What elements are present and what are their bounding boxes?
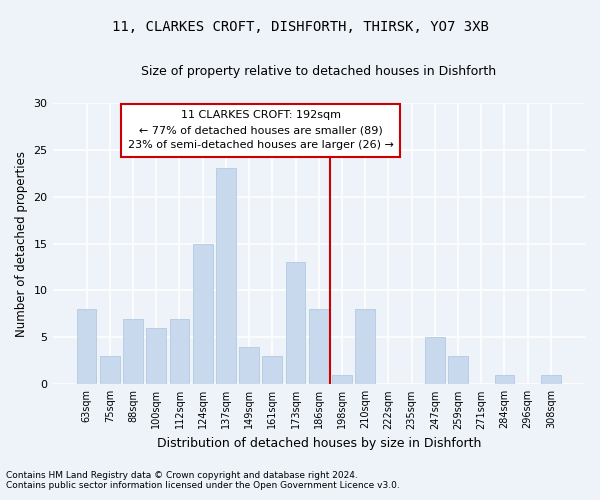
Bar: [216, 168, 236, 384]
Y-axis label: Number of detached properties: Number of detached properties: [15, 150, 28, 336]
Bar: [332, 375, 352, 384]
Bar: [193, 244, 212, 384]
Bar: [123, 318, 143, 384]
Bar: [239, 347, 259, 385]
X-axis label: Distribution of detached houses by size in Dishforth: Distribution of detached houses by size …: [157, 437, 481, 450]
Text: 11, CLARKES CROFT, DISHFORTH, THIRSK, YO7 3XB: 11, CLARKES CROFT, DISHFORTH, THIRSK, YO…: [112, 20, 488, 34]
Bar: [146, 328, 166, 384]
Bar: [286, 262, 305, 384]
Bar: [355, 309, 375, 384]
Bar: [309, 309, 329, 384]
Bar: [77, 309, 97, 384]
Title: Size of property relative to detached houses in Dishforth: Size of property relative to detached ho…: [141, 65, 496, 78]
Bar: [170, 318, 190, 384]
Bar: [448, 356, 468, 384]
Text: 11 CLARKES CROFT: 192sqm
← 77% of detached houses are smaller (89)
23% of semi-d: 11 CLARKES CROFT: 192sqm ← 77% of detach…: [128, 110, 394, 150]
Bar: [425, 338, 445, 384]
Bar: [541, 375, 561, 384]
Bar: [494, 375, 514, 384]
Bar: [100, 356, 119, 384]
Text: Contains HM Land Registry data © Crown copyright and database right 2024.
Contai: Contains HM Land Registry data © Crown c…: [6, 470, 400, 490]
Bar: [262, 356, 282, 384]
